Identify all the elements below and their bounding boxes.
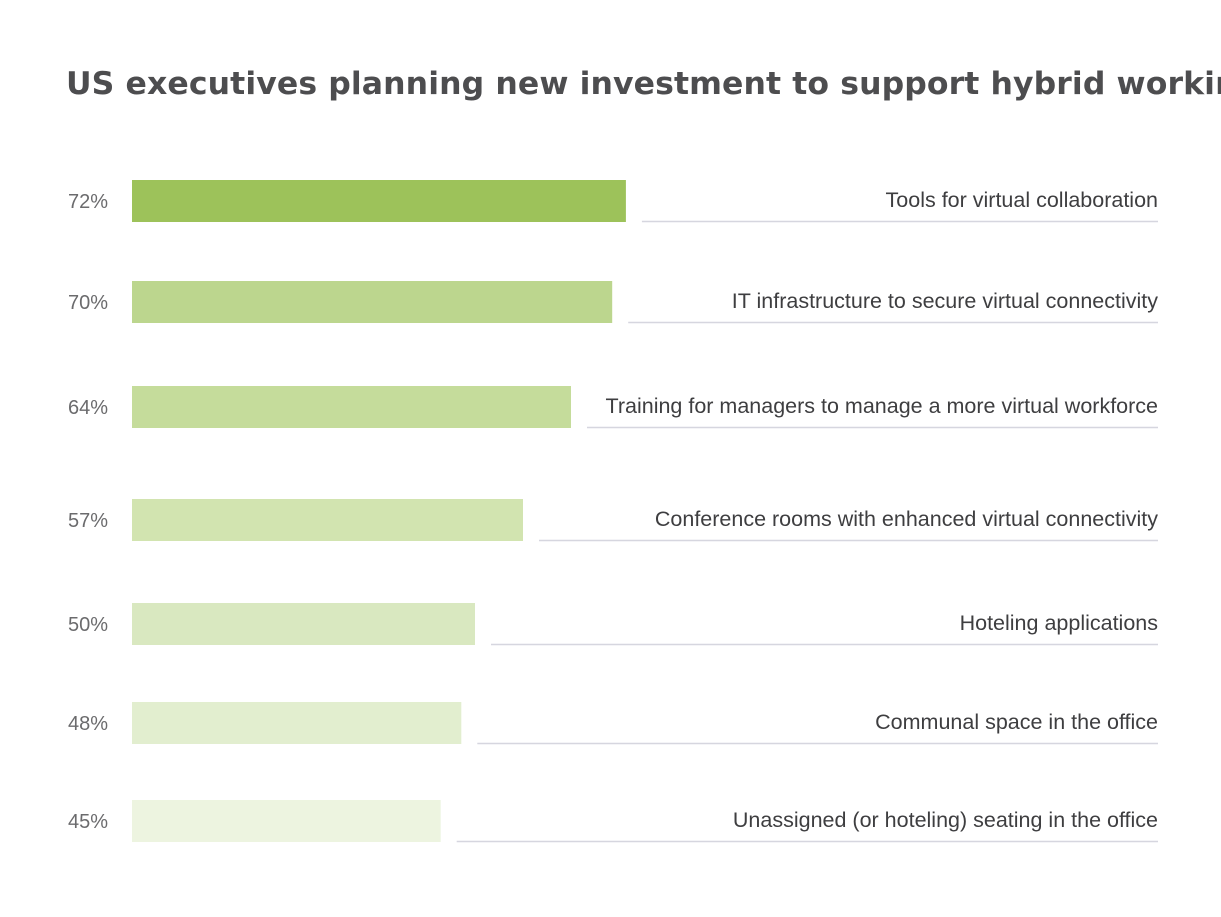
value-label: 50% [68, 614, 108, 636]
bar [132, 180, 626, 222]
bar-row: 57% Conference rooms with enhanced virtua… [68, 499, 1158, 542]
bar-row: 64% Training for managers to manage a mor… [68, 386, 1158, 429]
category-label: IT infrastructure to secure virtual conn… [732, 289, 1158, 313]
category-label: Communal space in the office [875, 710, 1158, 734]
bar [132, 800, 441, 842]
category-label: Hoteling applications [960, 611, 1158, 635]
value-label: 64% [68, 397, 108, 419]
category-label: Tools for virtual collaboration [886, 188, 1158, 212]
category-label: Training for managers to manage a more v… [606, 394, 1158, 418]
value-label: 72% [68, 191, 108, 213]
bar [132, 499, 523, 541]
bar-row: 45% Unassigned (or hoteling) seating in t… [68, 800, 1158, 843]
bar-row: 70% IT infrastructure to secure virtual c… [68, 281, 1158, 324]
bar [132, 281, 613, 323]
bar-row: 48% Communal space in the office [68, 702, 1158, 745]
value-label: 45% [68, 811, 108, 833]
category-label: Conference rooms with enhanced virtual c… [655, 507, 1158, 531]
value-label: 70% [68, 292, 108, 314]
bar [132, 386, 571, 428]
bar-row: 50% Hoteling applications [68, 603, 1158, 646]
category-label: Unassigned (or hoteling) seating in the … [733, 808, 1158, 832]
value-label: 48% [68, 713, 108, 735]
bar [132, 603, 475, 645]
value-label: 57% [68, 510, 108, 532]
bar [132, 702, 462, 744]
bar-row: 72% Tools for virtual collaboration [68, 180, 1158, 223]
chart-title: US executives planning new investment to… [66, 66, 1221, 102]
